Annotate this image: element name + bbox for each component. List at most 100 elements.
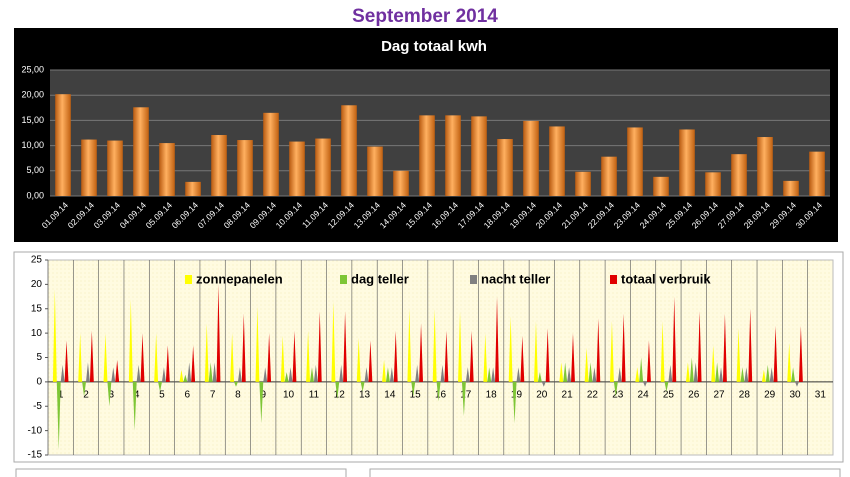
bar — [567, 367, 572, 382]
bar — [115, 359, 120, 382]
bar — [411, 381, 416, 397]
bar — [259, 381, 264, 424]
x-tick-label: 28 — [739, 390, 751, 401]
y-tick-label: 20 — [31, 279, 43, 290]
bar — [512, 381, 517, 424]
y-tick-label: 20,00 — [21, 90, 44, 100]
bar — [549, 126, 565, 196]
bar — [367, 146, 383, 196]
bar — [520, 335, 525, 382]
bar — [769, 367, 774, 382]
bar — [128, 299, 133, 382]
bar — [635, 367, 640, 382]
x-tick-label: 3 — [109, 390, 115, 401]
bar — [537, 372, 542, 382]
bar — [140, 333, 145, 382]
bar — [639, 357, 644, 382]
bar — [393, 170, 409, 196]
x-tick-label: 30 — [789, 390, 801, 401]
x-tick-label: 15 — [410, 390, 422, 401]
bar — [711, 345, 716, 382]
bar — [516, 367, 521, 382]
bar — [158, 381, 162, 392]
bar — [672, 296, 677, 382]
x-tick-label: 24 — [638, 390, 650, 401]
bar — [627, 127, 643, 196]
bar — [588, 362, 593, 382]
bar — [280, 335, 285, 382]
chart-title: Dag totaal kwh — [381, 38, 487, 55]
x-tick-label: 6 — [184, 390, 190, 401]
bar — [736, 328, 741, 382]
y-tick-label: 25 — [31, 255, 43, 266]
bar — [534, 320, 538, 382]
legend-swatch — [470, 275, 477, 284]
bar — [103, 333, 108, 382]
bar — [216, 284, 221, 382]
x-tick-label: 31 — [815, 390, 827, 401]
bar — [497, 139, 513, 196]
bar — [289, 141, 305, 196]
y-tick-label: 5,00 — [26, 165, 44, 175]
legend-label: totaal verbruik — [621, 271, 711, 286]
x-tick-label: 14 — [384, 390, 396, 401]
legend-swatch — [185, 275, 192, 284]
bar — [559, 362, 564, 382]
y-tick-label: 0,00 — [26, 190, 44, 200]
bar — [185, 181, 201, 196]
bar — [596, 318, 601, 382]
bar — [407, 308, 412, 382]
bar — [491, 367, 496, 382]
bar — [458, 311, 462, 382]
y-tick-label: -15 — [28, 450, 43, 461]
top-plot-area — [50, 70, 830, 196]
bar — [212, 362, 217, 382]
bar — [653, 176, 669, 196]
bar — [183, 374, 188, 382]
x-tick-label: 26 — [688, 390, 700, 401]
bar — [335, 381, 340, 399]
bar — [136, 364, 141, 382]
bar — [563, 362, 568, 382]
bar — [255, 306, 260, 382]
bar — [647, 340, 651, 382]
y-tick-label: 10,00 — [21, 140, 44, 150]
bar — [165, 345, 170, 382]
bar — [791, 367, 796, 382]
y-tick-label: 15,00 — [21, 115, 44, 125]
bar — [341, 105, 357, 196]
legend-label: nacht teller — [481, 271, 550, 286]
bar — [461, 381, 466, 416]
bar — [787, 342, 792, 382]
x-tick-label: 16 — [435, 390, 447, 401]
bar — [234, 381, 238, 387]
x-tick-label: 12 — [334, 390, 346, 401]
bar — [487, 367, 492, 382]
bar — [809, 151, 825, 196]
x-tick-label: 23 — [612, 390, 624, 401]
bar — [693, 362, 698, 382]
x-tick-label: 10 — [283, 390, 295, 401]
bar — [495, 296, 499, 382]
bar — [89, 330, 94, 382]
bar — [617, 367, 622, 382]
x-tick-label: 11 — [309, 390, 320, 401]
bar — [343, 311, 348, 382]
bar — [306, 330, 311, 382]
bar — [592, 367, 597, 382]
bar — [668, 364, 673, 382]
bar — [731, 154, 747, 196]
bar — [191, 345, 196, 382]
bar — [263, 367, 268, 382]
x-tick-label: 19 — [511, 390, 523, 401]
bar — [748, 308, 753, 382]
bar — [393, 330, 398, 382]
bar — [133, 107, 149, 196]
bar — [757, 137, 773, 196]
y-tick-label: -10 — [28, 425, 43, 436]
bar — [613, 381, 618, 397]
bar — [339, 364, 344, 382]
bar — [440, 364, 445, 382]
